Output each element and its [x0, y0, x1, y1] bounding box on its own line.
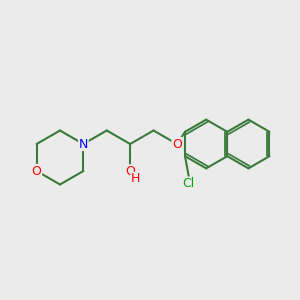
Text: O: O — [32, 164, 42, 178]
Text: O: O — [125, 165, 135, 178]
Text: O: O — [172, 137, 182, 151]
Text: Cl: Cl — [183, 177, 195, 190]
Text: N: N — [79, 137, 88, 151]
Text: H: H — [131, 172, 140, 185]
